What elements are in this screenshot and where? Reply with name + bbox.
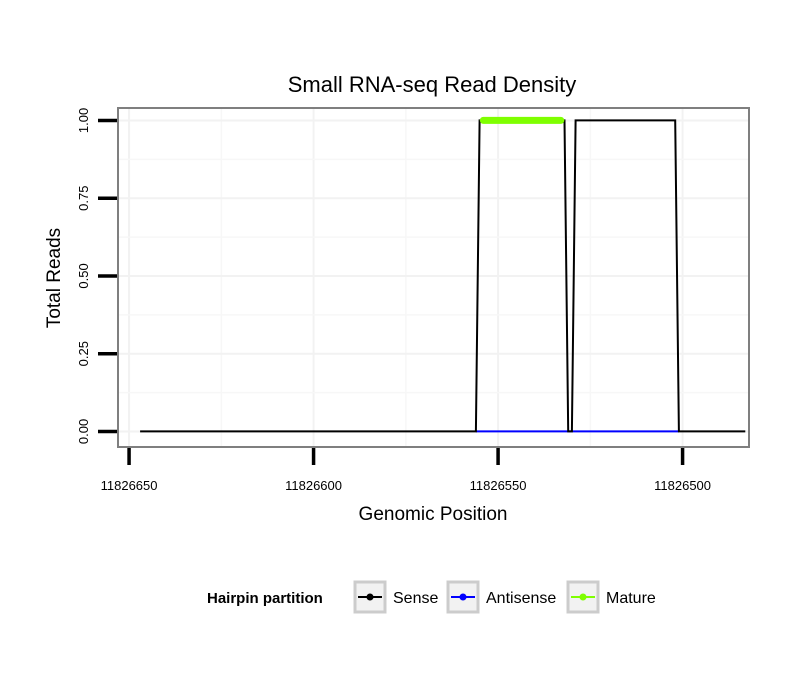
plot-panel-border: [117, 107, 750, 448]
y-axis-title: Total Reads: [44, 228, 65, 328]
legend-key-point: [459, 593, 467, 601]
legend-key-point: [366, 593, 374, 601]
legend-label: Mature: [606, 590, 656, 607]
legend-key-point: [579, 593, 587, 601]
x-tick-label: 11826500: [654, 478, 711, 493]
x-tick-label: 11826600: [285, 478, 342, 493]
legend-entries: Sense Antisense Mature: [353, 580, 656, 614]
grid-layer: [118, 108, 749, 447]
x-tick-label: 11826650: [101, 478, 158, 493]
y-tick-label: 0.50: [76, 263, 91, 288]
legend: Hairpin partition Sense Antisense Mature: [207, 580, 656, 614]
legend-title: Hairpin partition: [207, 590, 323, 607]
x-tick-label: 11826550: [470, 478, 527, 493]
legend-label: Sense: [393, 590, 438, 607]
y-tick-label: 1.00: [76, 108, 91, 133]
y-tick-label: 0.25: [76, 341, 91, 366]
axis-layer: 11826650 11826600 11826550 11826500 0.00 0.25…: [76, 108, 711, 493]
series-layer: [140, 116, 746, 433]
x-axis-title: Genomic Position: [359, 504, 508, 525]
series-line-sense: [140, 119, 746, 433]
chart-title: Small RNA-seq Read Density: [288, 72, 577, 97]
y-tick-label: 0.75: [76, 186, 91, 211]
y-tick-label: 0.00: [76, 419, 91, 444]
legend-label: Antisense: [486, 590, 556, 607]
legend-key-box: [566, 580, 600, 614]
